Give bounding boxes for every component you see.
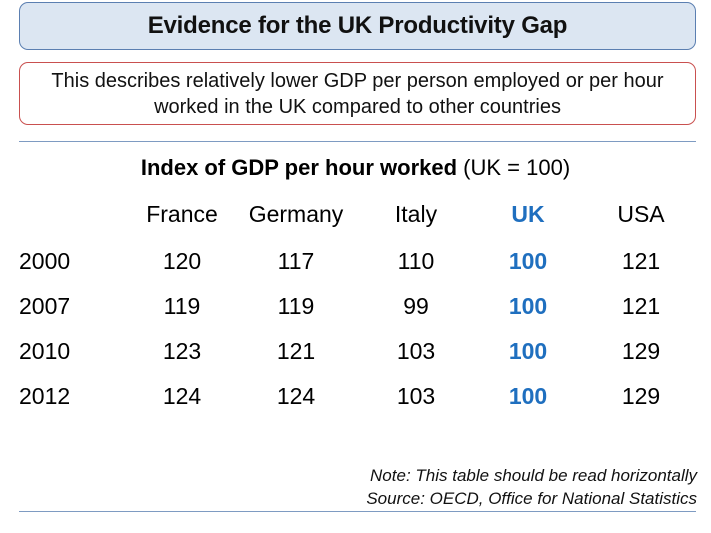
table-cell-uk: 100 [508, 338, 548, 364]
table-cell: 110 [397, 248, 435, 274]
column-header-france: France [146, 201, 218, 227]
table-heading: Index of GDP per hour worked (UK = 100) [0, 154, 711, 182]
table-cell: 103 [396, 338, 436, 364]
bottom-divider [19, 511, 696, 512]
table-cell: 99 [403, 293, 429, 319]
title-box: Evidence for the UK Productivity Gap [19, 2, 696, 50]
row-year-2007: 2007 [19, 293, 71, 319]
description-text: This describes relatively lower GDP per … [51, 69, 664, 118]
table-note: Note: This table should be read horizont… [370, 466, 697, 485]
row-year-2000: 2000 [19, 248, 71, 274]
row-year-2012: 2012 [19, 383, 71, 409]
table-cell: 119 [277, 293, 315, 319]
row-year-2010: 2010 [19, 338, 71, 364]
table-heading-suffix: (UK = 100) [457, 155, 571, 180]
table-cell-uk: 100 [508, 248, 548, 274]
table-cell: 124 [276, 383, 316, 409]
table-cell: 103 [396, 383, 436, 409]
table-cell: 129 [621, 383, 661, 409]
table-cell: 119 [163, 293, 201, 319]
column-header-usa: USA [617, 201, 665, 227]
description-box: This describes relatively lower GDP per … [19, 62, 696, 125]
table-cell-uk: 100 [508, 293, 548, 319]
table-cell: 117 [277, 248, 315, 274]
top-divider [19, 141, 696, 142]
table-cell: 121 [276, 338, 316, 364]
slide-title: Evidence for the UK Productivity Gap [147, 12, 568, 39]
table-cell: 121 [621, 248, 661, 274]
table-cell: 124 [162, 383, 202, 409]
table-cell: 123 [162, 338, 202, 364]
table-heading-main: Index of GDP per hour worked [140, 155, 458, 180]
table-cell-uk: 100 [508, 383, 548, 409]
table-cell: 129 [621, 338, 661, 364]
table-cell: 120 [162, 248, 202, 274]
source-note: Source: OECD, Office for National Statis… [366, 489, 697, 508]
column-header-germany: Germany [248, 201, 344, 227]
table-cell: 121 [621, 293, 661, 319]
column-header-uk: UK [511, 201, 545, 227]
column-header-italy: Italy [394, 201, 438, 227]
